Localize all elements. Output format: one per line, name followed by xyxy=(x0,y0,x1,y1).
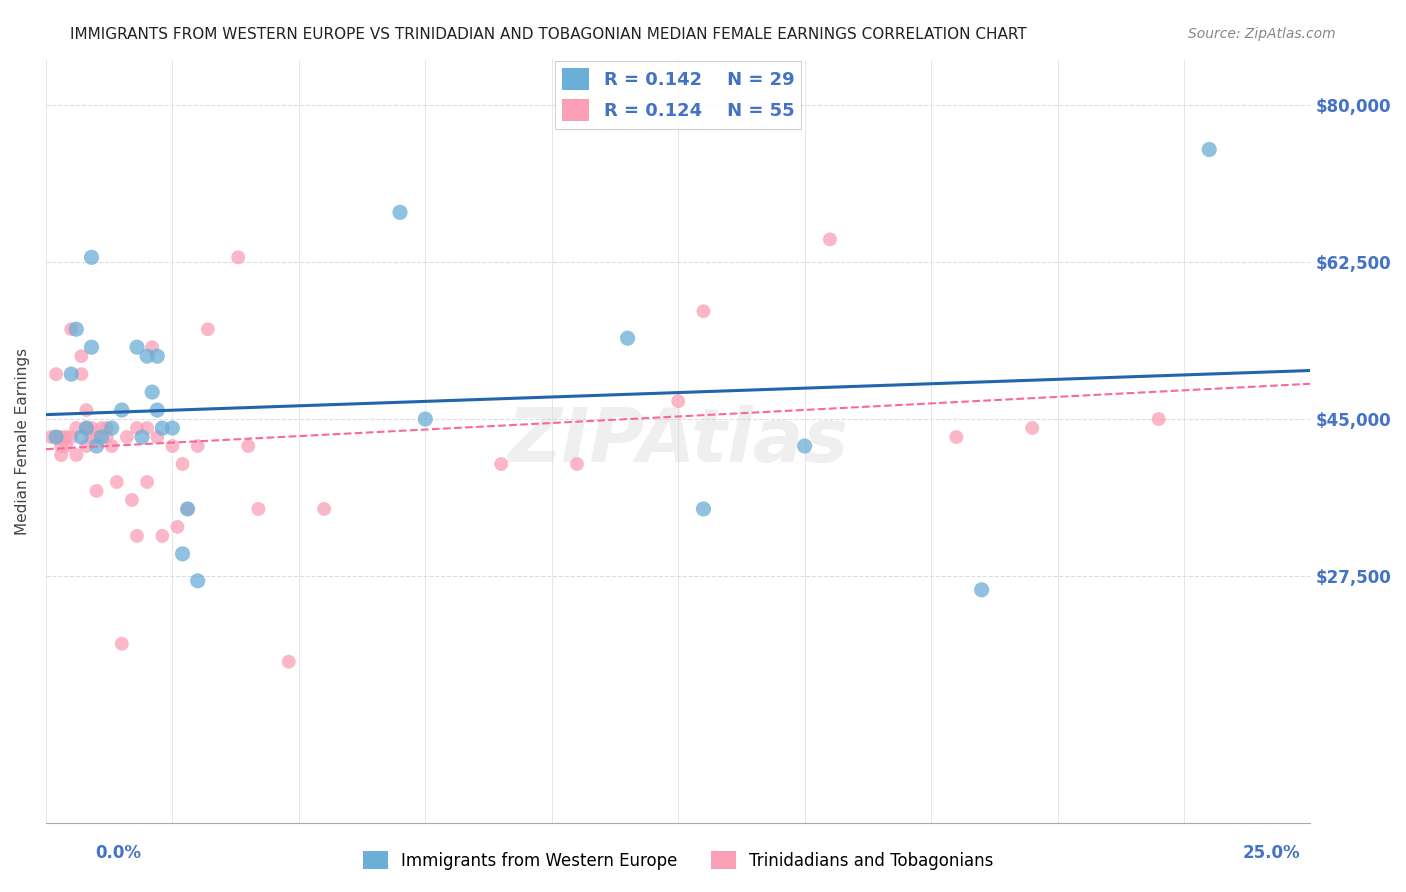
Point xyxy=(1198,143,1220,157)
Point xyxy=(146,349,169,363)
Point xyxy=(1021,421,1043,435)
Point xyxy=(277,655,299,669)
Point xyxy=(45,430,67,444)
Point xyxy=(96,421,118,435)
Point xyxy=(389,205,412,219)
Point xyxy=(49,430,72,444)
Point xyxy=(176,502,198,516)
Point xyxy=(818,232,841,246)
Point xyxy=(111,403,134,417)
Point xyxy=(141,340,163,354)
Point xyxy=(80,250,103,264)
Point xyxy=(166,520,188,534)
Point xyxy=(187,439,209,453)
Point xyxy=(146,430,169,444)
Point xyxy=(86,439,108,453)
Point xyxy=(125,340,148,354)
Point xyxy=(100,421,122,435)
Point xyxy=(80,430,103,444)
Text: 0.0%: 0.0% xyxy=(96,844,142,862)
Point xyxy=(136,349,159,363)
Point xyxy=(70,367,93,381)
Point xyxy=(172,547,194,561)
Point xyxy=(111,637,134,651)
Text: IMMIGRANTS FROM WESTERN EUROPE VS TRINIDADIAN AND TOBAGONIAN MEDIAN FEMALE EARNI: IMMIGRANTS FROM WESTERN EUROPE VS TRINID… xyxy=(70,27,1026,42)
Point xyxy=(945,430,967,444)
Point xyxy=(45,430,67,444)
Point xyxy=(55,439,77,453)
Point xyxy=(75,403,97,417)
Point xyxy=(1147,412,1170,426)
Point xyxy=(49,439,72,453)
Text: ZIPAtlas: ZIPAtlas xyxy=(508,405,849,478)
Point xyxy=(136,475,159,489)
Point xyxy=(314,502,336,516)
Point xyxy=(115,430,138,444)
Point xyxy=(187,574,209,588)
Point xyxy=(150,529,173,543)
Text: 25.0%: 25.0% xyxy=(1243,844,1301,862)
Point xyxy=(172,457,194,471)
Point xyxy=(105,475,128,489)
Point xyxy=(45,367,67,381)
Point xyxy=(666,394,689,409)
Point xyxy=(49,448,72,462)
Y-axis label: Median Female Earnings: Median Female Earnings xyxy=(15,348,30,535)
Point xyxy=(65,448,87,462)
Point xyxy=(692,304,714,318)
Point xyxy=(39,430,62,444)
Point xyxy=(90,421,112,435)
Point xyxy=(226,250,249,264)
Point xyxy=(125,421,148,435)
Point xyxy=(150,421,173,435)
Point xyxy=(131,430,153,444)
Point xyxy=(565,457,588,471)
Point xyxy=(162,439,184,453)
Point xyxy=(70,430,93,444)
Text: Source: ZipAtlas.com: Source: ZipAtlas.com xyxy=(1188,27,1336,41)
Point xyxy=(60,367,83,381)
Point xyxy=(75,421,97,435)
Point xyxy=(60,322,83,336)
Legend: R = 0.142    N = 29, R = 0.124    N = 55: R = 0.142 N = 29, R = 0.124 N = 55 xyxy=(555,61,801,128)
Point xyxy=(86,430,108,444)
Point xyxy=(793,439,815,453)
Point xyxy=(60,430,83,444)
Point xyxy=(489,457,512,471)
Point xyxy=(238,439,260,453)
Point xyxy=(55,430,77,444)
Point xyxy=(616,331,638,345)
Point xyxy=(65,421,87,435)
Point xyxy=(162,421,184,435)
Point xyxy=(96,430,118,444)
Point xyxy=(100,439,122,453)
Point xyxy=(121,492,143,507)
Point xyxy=(80,421,103,435)
Point xyxy=(247,502,270,516)
Point xyxy=(141,385,163,400)
Point xyxy=(70,349,93,363)
Point xyxy=(65,322,87,336)
Point xyxy=(86,483,108,498)
Point xyxy=(197,322,219,336)
Point xyxy=(176,502,198,516)
Point xyxy=(75,421,97,435)
Point xyxy=(80,340,103,354)
Point xyxy=(125,529,148,543)
Point xyxy=(75,439,97,453)
Point xyxy=(413,412,436,426)
Point xyxy=(970,582,993,597)
Point xyxy=(146,403,169,417)
Point xyxy=(692,502,714,516)
Point xyxy=(136,421,159,435)
Point xyxy=(90,430,112,444)
